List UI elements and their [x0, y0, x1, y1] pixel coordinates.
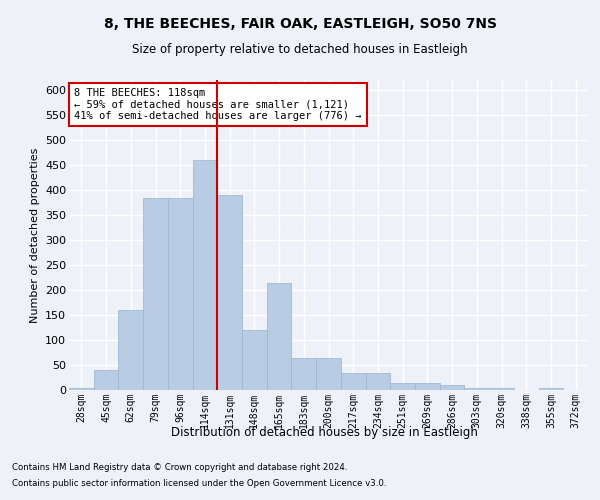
Y-axis label: Number of detached properties: Number of detached properties: [29, 148, 40, 322]
Bar: [316, 358, 341, 390]
Text: Contains HM Land Registry data © Crown copyright and database right 2024.: Contains HM Land Registry data © Crown c…: [12, 464, 347, 472]
Bar: [69, 388, 94, 390]
Bar: [242, 330, 267, 390]
Bar: [365, 372, 390, 390]
Bar: [193, 160, 217, 390]
Text: 8 THE BEECHES: 118sqm
← 59% of detached houses are smaller (1,121)
41% of semi-d: 8 THE BEECHES: 118sqm ← 59% of detached …: [74, 88, 362, 121]
Bar: [118, 310, 143, 390]
Bar: [168, 198, 193, 390]
Text: Contains public sector information licensed under the Open Government Licence v3: Contains public sector information licen…: [12, 478, 386, 488]
Bar: [292, 358, 316, 390]
Bar: [539, 388, 563, 390]
Bar: [440, 385, 464, 390]
Bar: [341, 372, 365, 390]
Bar: [415, 382, 440, 390]
Bar: [464, 388, 489, 390]
Bar: [217, 195, 242, 390]
Text: Distribution of detached houses by size in Eastleigh: Distribution of detached houses by size …: [170, 426, 478, 439]
Bar: [489, 388, 514, 390]
Bar: [143, 198, 168, 390]
Text: 8, THE BEECHES, FAIR OAK, EASTLEIGH, SO50 7NS: 8, THE BEECHES, FAIR OAK, EASTLEIGH, SO5…: [104, 18, 497, 32]
Text: Size of property relative to detached houses in Eastleigh: Size of property relative to detached ho…: [132, 42, 468, 56]
Bar: [267, 282, 292, 390]
Bar: [390, 382, 415, 390]
Bar: [94, 370, 118, 390]
